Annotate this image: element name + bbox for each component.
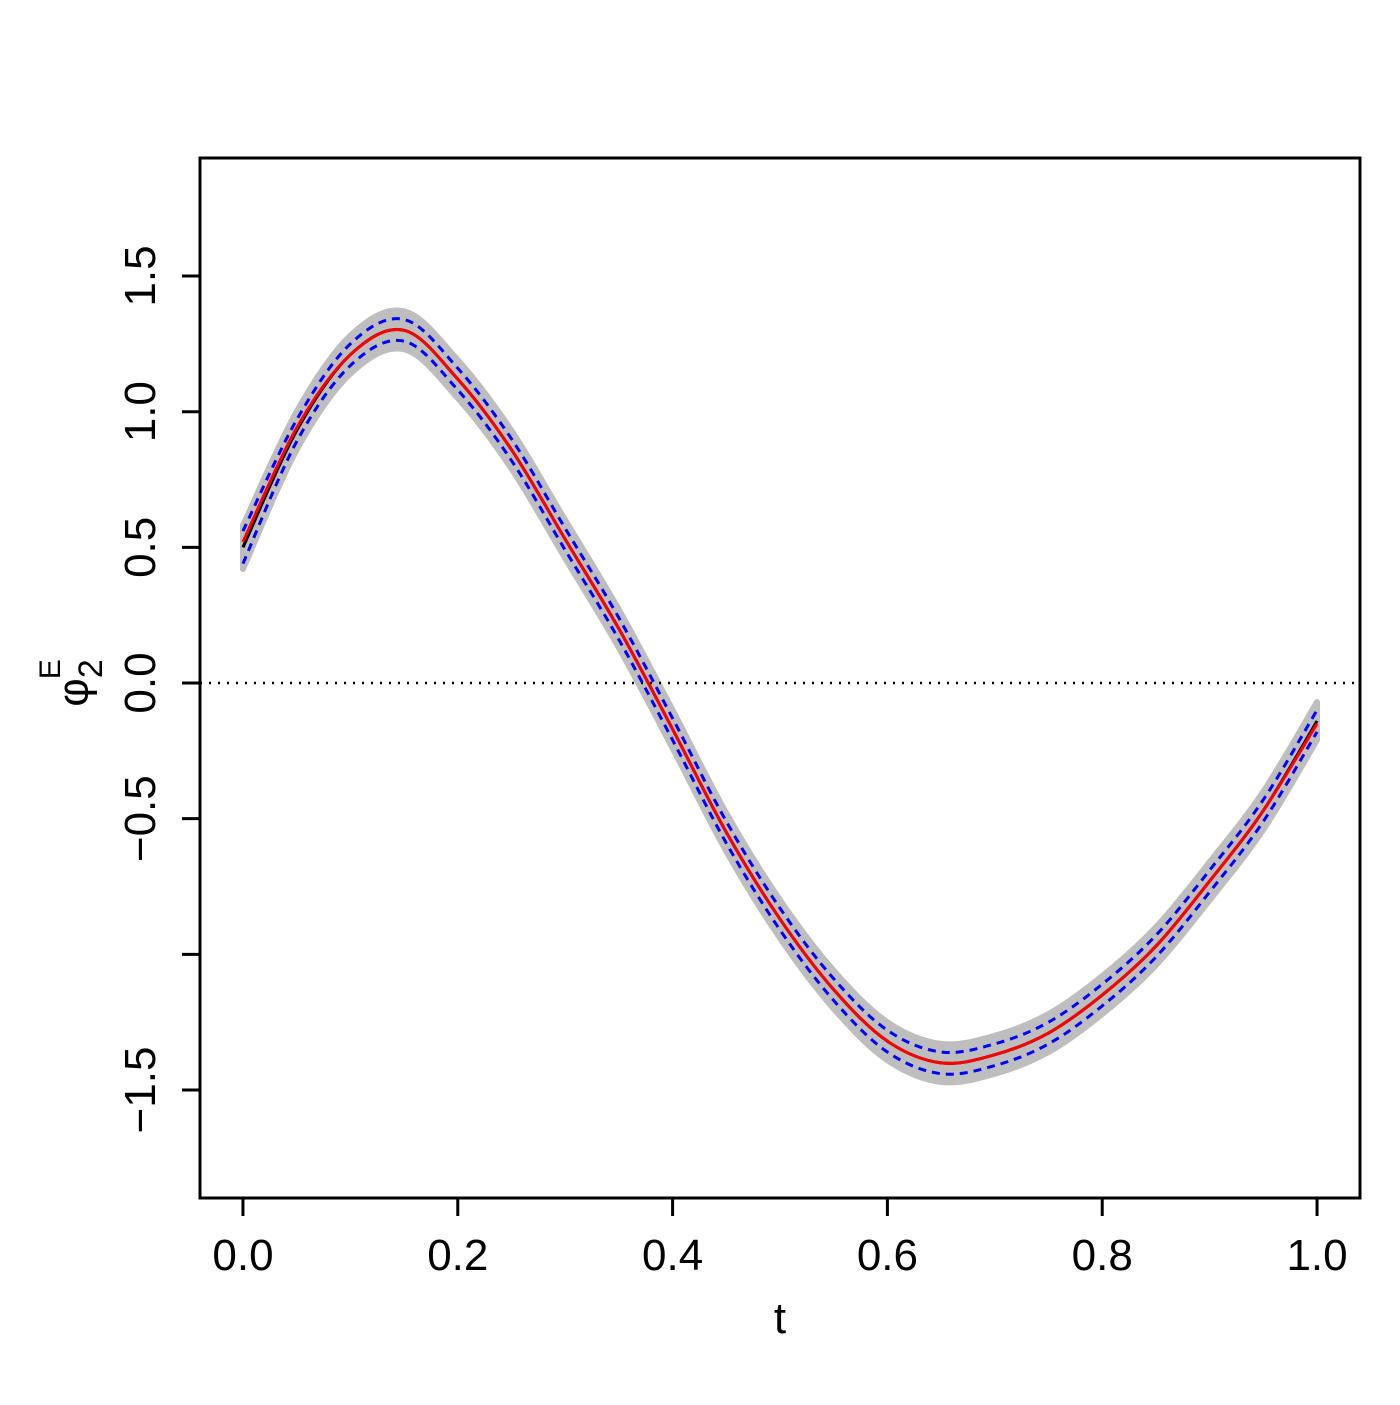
y-label-sup: E	[34, 659, 67, 679]
x-tick-label: 0.8	[1072, 1231, 1133, 1280]
y-tick-label: −1.5	[116, 1047, 165, 1134]
x-tick-label: 0.0	[212, 1231, 273, 1280]
x-tick-label: 1.0	[1286, 1231, 1347, 1280]
y-label-symbol: φ	[49, 678, 98, 707]
plot-area	[200, 307, 1360, 1086]
y-axis-label: φ2E	[34, 659, 110, 706]
x-tick-label: 0.2	[427, 1231, 488, 1280]
x-tick-label: 0.4	[642, 1231, 703, 1280]
series-line	[241, 338, 1319, 1076]
y-tick-label: −0.5	[116, 775, 165, 862]
y-tick-label: 1.0	[116, 381, 165, 442]
y-label-sub: 2	[72, 659, 110, 678]
y-tick-label: 0.0	[116, 652, 165, 713]
x-axis-label: t	[774, 1294, 786, 1343]
x-tick-label: 0.6	[857, 1231, 918, 1280]
y-tick-label: 1.5	[116, 245, 165, 306]
series-line	[241, 328, 1319, 1065]
band-area	[239, 307, 1321, 1086]
y-tick-label: 0.5	[116, 517, 165, 578]
plot-frame	[198, 156, 1362, 1200]
